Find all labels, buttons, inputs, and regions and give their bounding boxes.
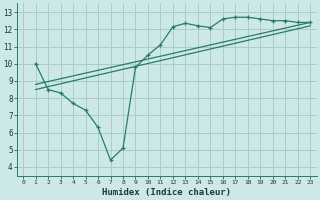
X-axis label: Humidex (Indice chaleur): Humidex (Indice chaleur) (102, 188, 231, 197)
